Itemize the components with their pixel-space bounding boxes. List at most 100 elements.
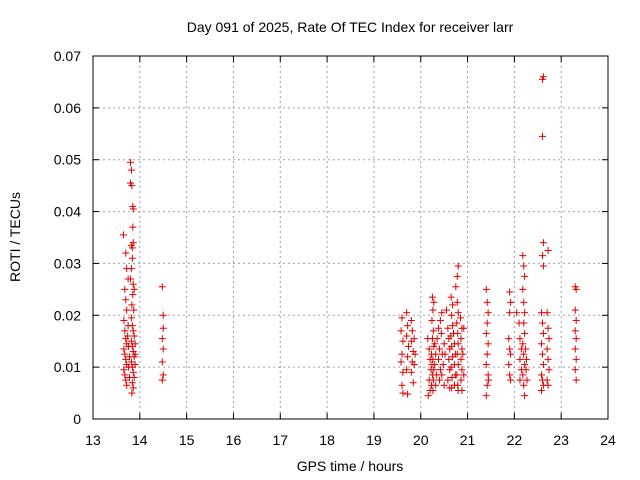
data-point (120, 366, 128, 374)
data-point (398, 350, 406, 358)
data-point (505, 335, 513, 343)
data-point (482, 361, 490, 369)
data-point (571, 345, 579, 353)
data-point (435, 355, 443, 363)
data-point (435, 324, 443, 332)
data-point (407, 316, 415, 324)
data-point (571, 306, 579, 314)
data-point (158, 283, 166, 291)
data-point (407, 368, 415, 376)
data-point (454, 262, 462, 270)
data-point (458, 386, 466, 394)
data-point (435, 345, 443, 353)
data-point (128, 389, 136, 397)
x-tick-label: 18 (319, 432, 335, 448)
data-point (428, 316, 436, 324)
data-point (159, 345, 167, 353)
data-point (454, 361, 462, 369)
data-point (522, 366, 530, 374)
data-point (544, 324, 552, 332)
y-tick-label: 0.07 (54, 48, 81, 64)
data-point (128, 182, 136, 190)
data-point (123, 381, 131, 389)
y-tick-labels: 0 0.01 0.02 0.03 0.04 0.05 0.06 0.07 (54, 48, 81, 427)
data-point (539, 262, 547, 270)
data-point (457, 376, 465, 384)
data-point (572, 355, 580, 363)
data-point (409, 379, 417, 387)
data-point (539, 329, 547, 337)
data-point (128, 301, 136, 309)
data-point (430, 366, 438, 374)
data-point (398, 381, 406, 389)
data-point (484, 309, 492, 317)
data-point (545, 335, 553, 343)
data-point (519, 285, 527, 293)
data-point (403, 309, 411, 317)
data-point (539, 239, 547, 247)
data-point (128, 379, 136, 387)
data-point (457, 355, 465, 363)
data-point (432, 350, 440, 358)
data-point (438, 309, 446, 317)
data-point (520, 262, 528, 270)
data-point (513, 309, 521, 317)
data-point (131, 340, 139, 348)
data-point (444, 376, 452, 384)
data-point (122, 296, 130, 304)
data-point (453, 272, 461, 280)
data-point (453, 298, 461, 306)
data-point (131, 361, 139, 369)
data-point (126, 158, 134, 166)
data-point (129, 327, 137, 335)
data-point (127, 358, 135, 366)
y-tick-label: 0.06 (54, 100, 81, 116)
data-point (431, 340, 439, 348)
data-point (399, 368, 407, 376)
data-point (439, 361, 447, 369)
data-point (447, 293, 455, 301)
data-point (520, 381, 528, 389)
data-point (483, 350, 491, 358)
data-point (158, 358, 166, 366)
data-point (425, 345, 433, 353)
data-point (520, 350, 528, 358)
data-point (436, 316, 444, 324)
data-point (429, 386, 437, 394)
data-point (128, 322, 136, 330)
x-tick-label: 22 (507, 432, 523, 448)
data-point (544, 355, 552, 363)
data-point (538, 252, 546, 260)
y-tick-label: 0.05 (54, 152, 81, 168)
data-point (429, 306, 437, 314)
data-point (128, 244, 136, 252)
data-point (129, 205, 137, 213)
data-point (539, 361, 547, 369)
data-point (397, 358, 405, 366)
y-tick-label: 0.02 (54, 307, 81, 323)
data-point (572, 285, 580, 293)
data-point (453, 371, 461, 379)
axis-ticks (92, 55, 609, 420)
data-point (127, 337, 135, 345)
data-point (523, 355, 531, 363)
x-tick-label: 13 (85, 432, 101, 448)
data-point (120, 345, 128, 353)
data-point (454, 340, 462, 348)
data-point (444, 324, 452, 332)
data-points (119, 73, 580, 400)
data-point (572, 335, 580, 343)
y-tick-label: 0 (73, 411, 81, 427)
x-tick-label: 19 (366, 432, 382, 448)
data-point (506, 371, 514, 379)
data-point (519, 340, 527, 348)
data-point (449, 301, 457, 309)
data-point (460, 324, 468, 332)
data-point (158, 376, 166, 384)
data-point (482, 392, 490, 400)
data-point (404, 322, 412, 330)
data-point (410, 361, 418, 369)
data-point (431, 361, 439, 369)
y-axis-label: ROTI / TECUs (7, 192, 23, 282)
